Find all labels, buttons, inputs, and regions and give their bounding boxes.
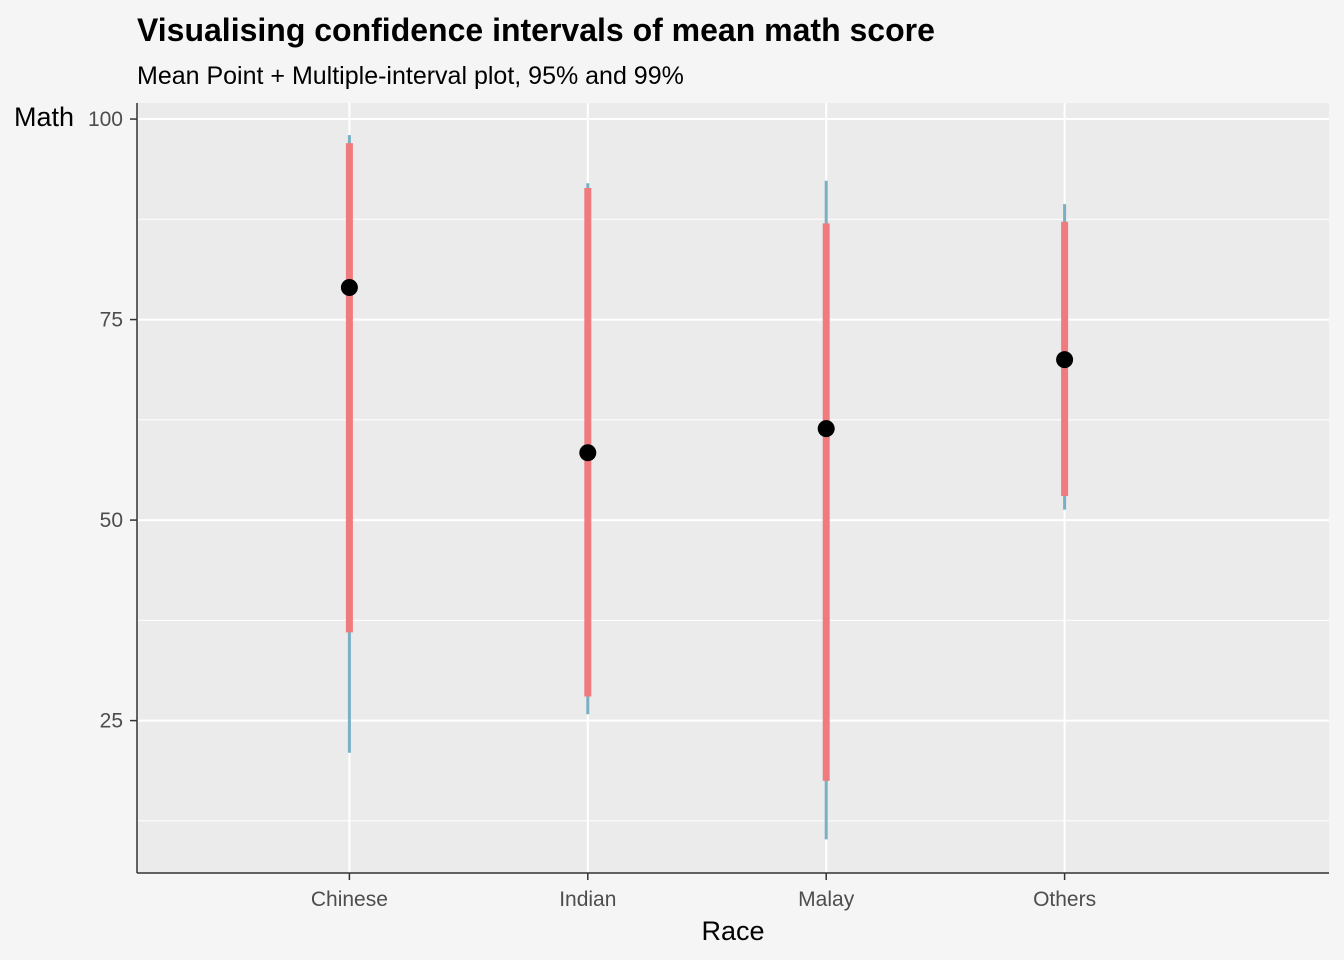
chart-title: Visualising confidence intervals of mean…	[137, 12, 935, 48]
plot-panel	[137, 103, 1329, 873]
x-tick-label: Chinese	[311, 888, 388, 911]
axis-layer	[130, 103, 1329, 880]
y-tick-label: 50	[100, 509, 123, 532]
mean-point-chinese	[340, 278, 358, 296]
x-tick-label: Malay	[798, 888, 855, 911]
x-tick-label: Others	[1033, 888, 1096, 911]
x-tick-label: Indian	[559, 888, 616, 911]
y-tick-label: 25	[100, 710, 123, 733]
mean-point-malay	[817, 420, 835, 438]
y-tick-label: 100	[88, 108, 123, 131]
mean-point-others	[1056, 351, 1074, 369]
marks-layer	[340, 135, 1074, 840]
y-tick-label: 75	[100, 309, 123, 332]
chart-subtitle: Mean Point + Multiple-interval plot, 95%…	[137, 62, 684, 90]
mean-point-indian	[579, 444, 597, 462]
labels-layer: 25 50 75 100 Chinese Indian Malay Others	[88, 108, 1096, 911]
x-axis-title: Race	[701, 916, 764, 946]
y-axis-title: Math	[14, 102, 74, 132]
